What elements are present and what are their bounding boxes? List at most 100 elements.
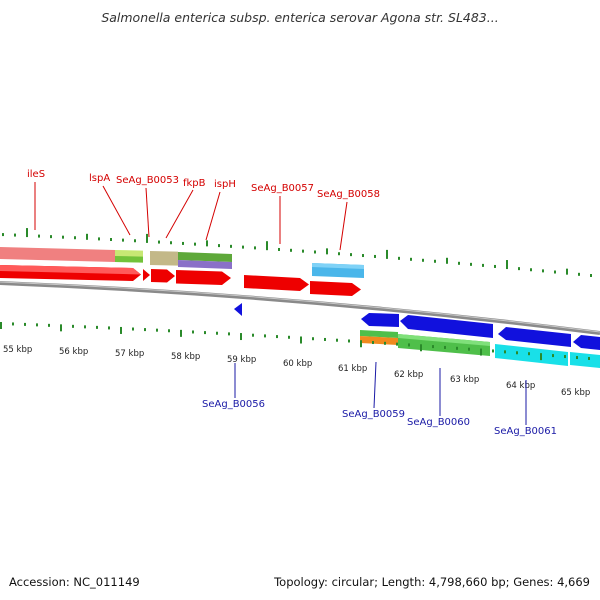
- reverse-gene-label: SeAg_B0059: [342, 409, 405, 420]
- inner-tick: [456, 346, 458, 350]
- inner-tick: [84, 325, 86, 329]
- inner-tick: [132, 327, 134, 331]
- leader-line: [339, 201, 348, 251]
- inner-tick: [204, 331, 206, 335]
- inner-tick: [228, 332, 230, 336]
- outer-tick: [230, 244, 232, 248]
- cds-arrow: [573, 335, 600, 350]
- outer-tick: [374, 254, 376, 258]
- outer-tick: [494, 264, 496, 268]
- inner-tick: [240, 333, 242, 341]
- forward-gene-label: lspA: [89, 173, 110, 184]
- inner-tick: [168, 329, 170, 333]
- forward-gene-label: fkpB: [183, 178, 206, 189]
- inner-tick: [588, 357, 590, 361]
- inner-tick: [540, 353, 542, 361]
- outer-tick: [542, 269, 544, 273]
- inner-tick: [396, 342, 398, 346]
- inner-tick: [252, 333, 254, 337]
- outer-tick: [50, 235, 52, 239]
- inner-tick: [60, 324, 62, 332]
- cds-arrow: [498, 327, 571, 347]
- inner-tick: [444, 345, 446, 349]
- forward-gene-labels: ileS lspA SeAg_B0053 fkpB ispH SeAg_B0057SeAg…: [27, 169, 380, 251]
- inner-tick: [384, 341, 386, 345]
- outer-tick: [26, 228, 28, 238]
- tick-label: 57 kbp: [115, 349, 144, 359]
- inner-tick: [216, 331, 218, 335]
- outer-tick: [254, 246, 256, 250]
- tick-label: 56 kbp: [59, 347, 88, 357]
- outer-tick: [218, 244, 220, 248]
- forward-gene-label: ispH: [214, 179, 236, 190]
- inner-tick: [576, 356, 578, 360]
- inner-tick: [156, 328, 158, 332]
- outer-tick: [482, 263, 484, 267]
- tick-label: 58 kbp: [171, 352, 200, 362]
- tick-label: 65 kbp: [561, 388, 590, 398]
- inner-tick: [372, 341, 374, 345]
- outer-ticks: [2, 228, 592, 278]
- outer-tick: [206, 240, 208, 247]
- outer-tick: [194, 242, 196, 246]
- inner-tick: [492, 349, 494, 353]
- inner-tick: [264, 334, 266, 338]
- cds-arrow: [361, 313, 399, 327]
- inner-tick: [552, 354, 554, 358]
- outer-tick: [410, 257, 412, 261]
- outer-tick: [326, 248, 328, 255]
- reverse-gene-label: SeAg_B0060: [407, 417, 470, 428]
- forward-gene-label: SeAg_B0053: [116, 175, 179, 186]
- inner-tick: [312, 337, 314, 341]
- outer-tick: [434, 259, 436, 263]
- leader-line: [102, 185, 131, 236]
- forward-feature-band: [0, 247, 364, 278]
- outer-tick: [122, 238, 124, 242]
- outer-tick: [266, 241, 268, 251]
- cds-arrow: [234, 303, 242, 316]
- outer-tick: [470, 262, 472, 266]
- leader-line: [205, 191, 221, 241]
- forward-gene-label: SeAg_B0057: [251, 183, 314, 194]
- inner-tick: [300, 336, 302, 344]
- tick-labels: 55 kbp 56 kbp 57 kbp 58 kbp 59 kbp 60 kbp 61 k…: [3, 345, 590, 398]
- inner-tick: [432, 345, 434, 349]
- accession-text: Accession: NC_011149: [9, 575, 140, 589]
- tick-label: 61 kbp: [338, 364, 367, 374]
- cds-arrow: [176, 270, 231, 285]
- outer-tick: [146, 233, 148, 243]
- outer-tick: [338, 252, 340, 256]
- outer-tick: [182, 241, 184, 245]
- leader-line: [373, 361, 377, 409]
- inner-tick: [408, 343, 410, 347]
- inner-tick: [12, 322, 14, 326]
- outer-tick: [398, 256, 400, 260]
- outer-tick: [134, 239, 136, 243]
- outer-tick: [518, 267, 520, 271]
- outer-tick: [2, 233, 4, 237]
- outer-tick: [86, 233, 88, 240]
- tick-label: 63 kbp: [450, 375, 479, 385]
- inner-tick: [336, 338, 338, 342]
- outer-tick: [314, 250, 316, 254]
- outer-tick: [350, 253, 352, 257]
- inner-tick: [48, 323, 50, 327]
- inner-tick: [24, 322, 26, 326]
- outer-tick: [170, 241, 172, 245]
- inner-tick: [180, 329, 182, 337]
- tick-label: 64 kbp: [506, 381, 535, 391]
- outer-tick: [530, 268, 532, 272]
- outer-tick: [98, 237, 100, 241]
- tick-label: 59 kbp: [227, 355, 256, 365]
- inner-tick: [96, 325, 98, 329]
- inner-tick: [192, 330, 194, 334]
- inner-tick: [288, 335, 290, 339]
- outer-tick: [14, 233, 16, 237]
- outer-tick: [590, 274, 592, 278]
- cds-arrow: [310, 281, 361, 296]
- outer-tick: [290, 248, 292, 252]
- inner-tick: [120, 326, 122, 334]
- inner-tick: [504, 350, 506, 354]
- tick-label: 60 kbp: [283, 359, 312, 369]
